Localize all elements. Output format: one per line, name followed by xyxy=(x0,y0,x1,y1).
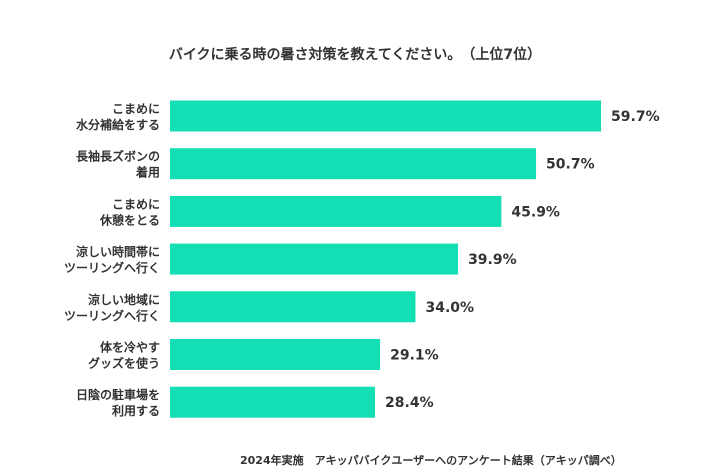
category-label: 日陰の駐車場を xyxy=(76,387,160,402)
category-label: 休憩をとる xyxy=(99,212,160,227)
category-label: 利用する xyxy=(112,403,160,418)
bar xyxy=(170,100,602,132)
category-label: 長袖長ズボンの xyxy=(76,149,160,164)
category-label: こまめに xyxy=(112,197,160,211)
value-label: 45.9% xyxy=(511,204,560,220)
category-label: ツーリングへ行く xyxy=(64,308,160,323)
value-label: 29.1% xyxy=(390,348,439,364)
chart-title: バイクに乗る時の暑さ対策を教えてください。 （上位7位） xyxy=(168,47,542,63)
value-label: 59.7% xyxy=(611,109,660,125)
category-label: こまめに xyxy=(112,102,160,116)
category-label: 着用 xyxy=(135,165,160,180)
category-label: 涼しい地域に xyxy=(88,292,160,307)
category-label: 涼しい時間帯に xyxy=(76,244,160,259)
category-label: 体を冷やす xyxy=(100,340,160,355)
value-label: 28.4% xyxy=(385,395,434,411)
value-label: 34.0% xyxy=(425,300,474,316)
bar xyxy=(170,386,376,418)
bar xyxy=(170,195,502,227)
value-label: 39.9% xyxy=(468,252,517,268)
bar xyxy=(170,291,416,323)
bar xyxy=(170,148,537,180)
category-label: グッズを使う xyxy=(88,356,160,371)
value-label: 50.7% xyxy=(546,157,595,173)
category-label: ツーリングへ行く xyxy=(64,260,160,275)
bar xyxy=(170,243,459,275)
category-label: 水分補給をする xyxy=(76,117,160,132)
bar xyxy=(170,339,381,370)
footnote: 2024年実施 アキッパバイクユーザーへのアンケート結果（アキッパ調べ） xyxy=(240,454,622,467)
